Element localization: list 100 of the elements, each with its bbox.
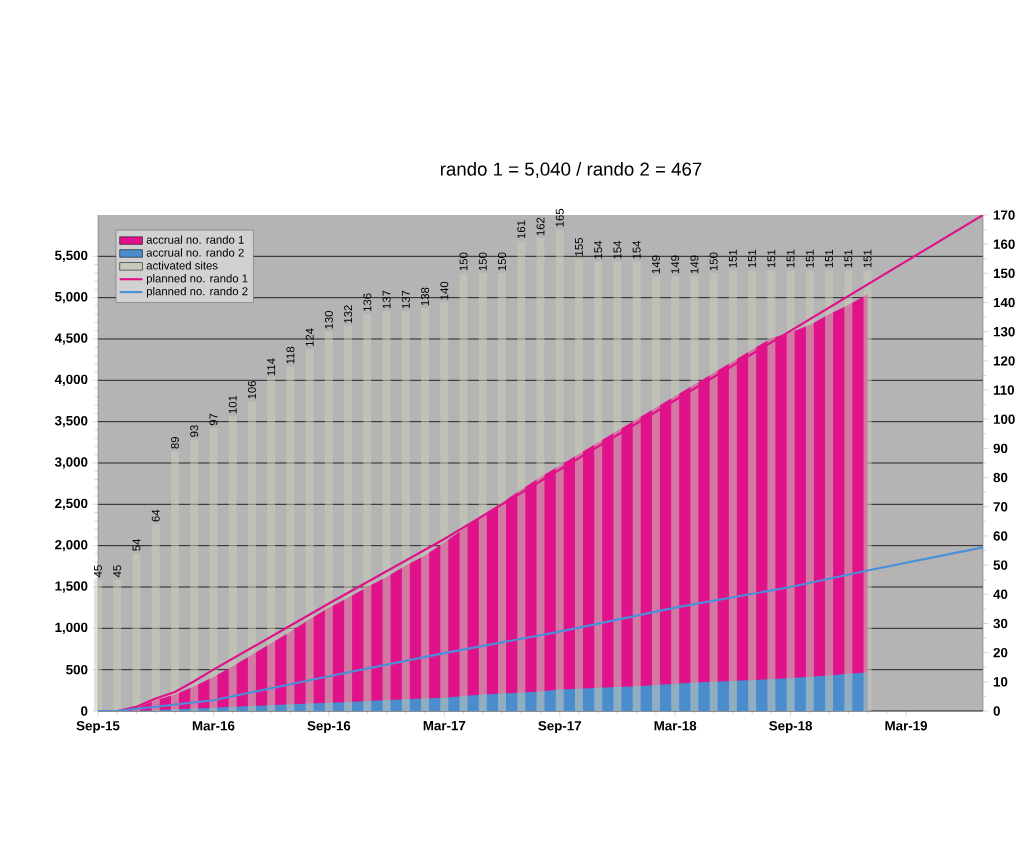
bar (132, 553, 141, 711)
bar (170, 451, 179, 711)
data-label: 150 (459, 252, 468, 271)
data-label: 151 (825, 249, 834, 268)
bar (517, 241, 526, 711)
legend-label: accrual no. rando 2 (146, 248, 244, 257)
y2-tick-label: 40 (993, 589, 1008, 599)
bar (305, 349, 314, 711)
bar (286, 366, 295, 711)
bar (382, 311, 391, 711)
bar (247, 401, 256, 711)
bar (651, 276, 660, 711)
chart-title: rando 1 = 5,040 / rando 2 = 467 (440, 162, 702, 178)
bar (363, 314, 372, 711)
bar (267, 378, 276, 711)
data-label: 151 (844, 249, 853, 268)
bar (632, 261, 641, 711)
data-label: 138 (421, 287, 430, 306)
y-tick-label: 0 (81, 706, 88, 716)
data-label: 124 (305, 328, 314, 347)
y-tick-label: 5,000 (55, 291, 88, 304)
data-label: 54 (132, 538, 141, 551)
y2-tick-label: 90 (993, 443, 1008, 454)
x-tick-label: Mar-16 (192, 721, 235, 731)
y2-tick-label: 100 (993, 414, 1015, 424)
bar (209, 427, 218, 711)
data-label: 97 (209, 413, 218, 426)
x-tick-label: Mar-19 (885, 721, 928, 731)
bar (728, 270, 737, 711)
y-tick-label: 3,500 (54, 415, 88, 428)
data-label: 130 (324, 310, 333, 329)
y-tick-label: 3,000 (54, 457, 88, 469)
bar (459, 273, 468, 711)
data-label: 161 (517, 220, 526, 239)
bar (190, 439, 199, 711)
y2-tick-label: 130 (993, 326, 1015, 337)
data-label: 154 (632, 240, 641, 259)
y2-tick-label: 0 (993, 706, 1000, 716)
bar (690, 276, 699, 711)
bar (324, 331, 333, 711)
data-label: 162 (536, 217, 545, 236)
y-tick-label: 4,500 (54, 333, 88, 345)
data-label: 149 (651, 255, 660, 274)
data-label: 149 (690, 255, 699, 274)
x-tick-label: Sep-18 (769, 721, 813, 734)
bar (671, 276, 680, 711)
data-label: 154 (594, 240, 603, 259)
y-tick-label: 1,000 (55, 622, 88, 635)
data-label: 151 (767, 249, 776, 268)
data-label: 132 (344, 305, 353, 323)
data-label: 165 (555, 208, 564, 227)
bar (825, 270, 834, 711)
y2-tick-label: 160 (993, 239, 1015, 249)
data-label: 101 (228, 395, 237, 414)
bar (786, 270, 795, 711)
y-tick-label: 5,500 (55, 250, 88, 263)
data-label: 151 (748, 249, 757, 268)
legend-label: planned no. rando 2 (146, 286, 248, 298)
data-label: 150 (709, 252, 718, 271)
bar (478, 273, 487, 711)
x-tick-label: Sep-16 (307, 721, 351, 734)
bar (748, 270, 757, 711)
data-label: 137 (401, 290, 410, 309)
data-label: 150 (478, 252, 487, 271)
data-label: 151 (728, 249, 737, 268)
data-label: 64 (151, 509, 160, 522)
bar (536, 238, 545, 711)
legend-label: planned no. rando 1 (146, 274, 248, 285)
y2-tick-label: 120 (993, 356, 1015, 366)
bar (574, 258, 583, 711)
x-tick-label: Sep-17 (538, 721, 582, 734)
bar (594, 261, 603, 711)
y2-tick-label: 20 (993, 647, 1008, 658)
data-label: 151 (805, 249, 814, 268)
y2-tick-label: 60 (993, 531, 1008, 541)
y-tick-label: 1,500 (55, 581, 88, 593)
data-label: 151 (786, 249, 795, 268)
y2-tick-label: 170 (993, 210, 1015, 220)
data-label: 151 (863, 249, 872, 268)
legend-label: accrual no. rando 1 (146, 235, 244, 244)
legend-label: activated sites (146, 261, 218, 270)
y2-tick-label: 80 (993, 472, 1008, 483)
data-label: 45 (94, 565, 102, 578)
y-tick-label: 2,500 (55, 498, 88, 511)
bar (228, 416, 237, 711)
bar (440, 302, 449, 711)
y2-tick-label: 140 (993, 297, 1015, 308)
bar (805, 270, 814, 711)
bar (344, 325, 353, 711)
bar (113, 579, 122, 711)
bar (151, 524, 160, 711)
bar (498, 273, 507, 711)
bar (613, 261, 622, 711)
y2-tick-label: 110 (993, 385, 1015, 395)
data-label: 149 (671, 255, 680, 274)
y-tick-label: 4,000 (54, 374, 88, 387)
x-tick-label: Mar-18 (654, 721, 697, 731)
y2-tick-label: 50 (993, 560, 1008, 570)
data-label: 140 (440, 281, 449, 300)
y2-tick-label: 30 (993, 618, 1008, 629)
